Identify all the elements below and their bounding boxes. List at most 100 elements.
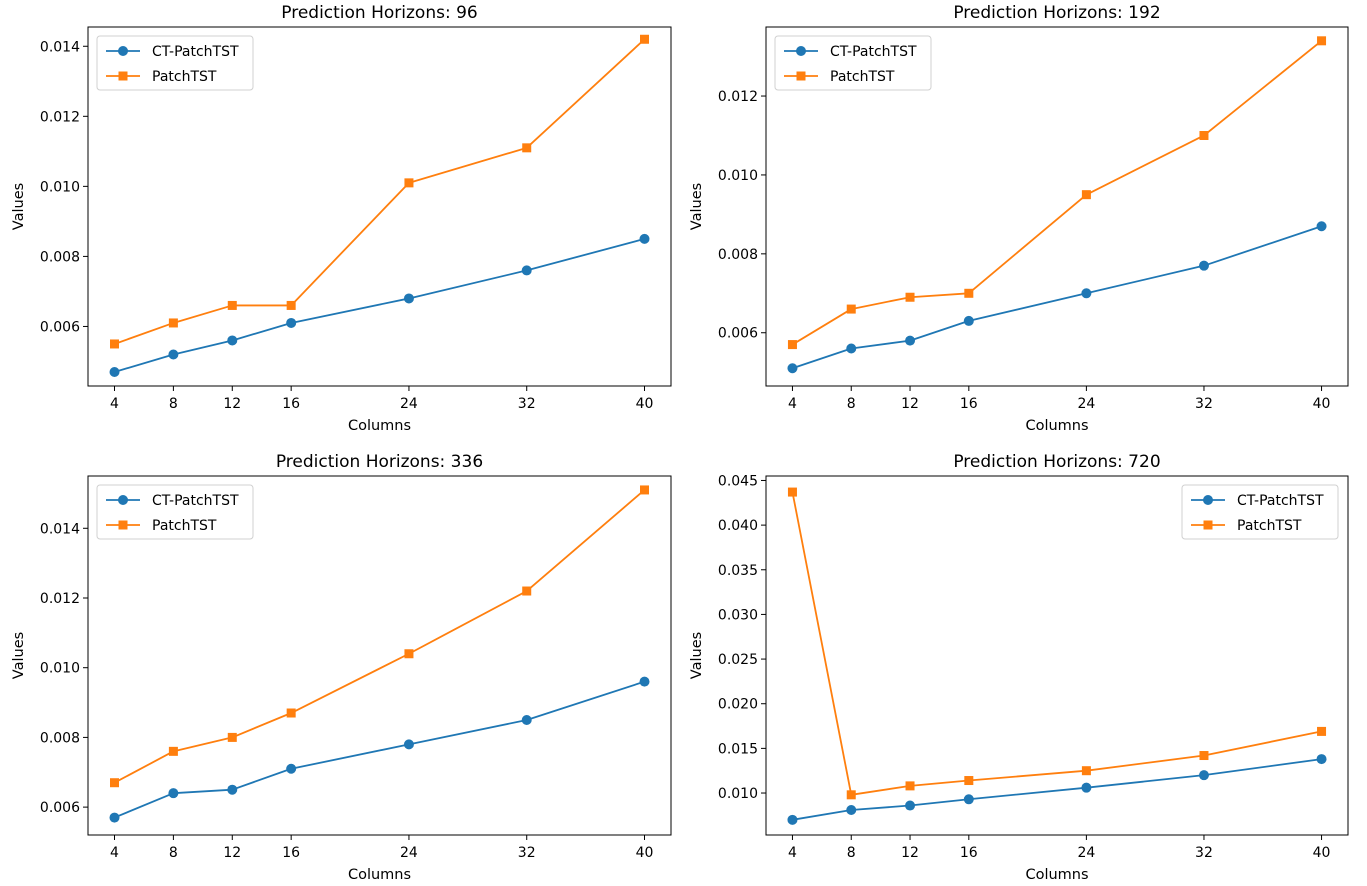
series-line-ct-patchtst xyxy=(114,680,645,819)
y-tick-label: 0.045 xyxy=(718,473,758,489)
legend-marker-circle xyxy=(118,46,128,56)
data-point-ct-patchtst xyxy=(109,366,120,377)
data-point-patchtst xyxy=(168,318,178,328)
x-tick-label: 16 xyxy=(960,396,978,412)
x-axis-label: Columns xyxy=(1025,418,1088,434)
data-point-ct-patchtst xyxy=(168,788,179,799)
chart-title: Prediction Horizons: 720 xyxy=(953,452,1160,472)
x-tick-label: 4 xyxy=(788,845,797,861)
data-point-ct-patchtst xyxy=(109,812,120,823)
data-point-ct-patchtst xyxy=(1198,260,1209,271)
legend-marker-square xyxy=(118,71,128,81)
series-line-ct-patchtst xyxy=(792,758,1322,821)
x-tick-label: 16 xyxy=(282,845,300,861)
legend-label: PatchTST xyxy=(1237,518,1302,534)
legend-label: CT-PatchTST xyxy=(152,44,239,60)
x-tick-label: 12 xyxy=(223,845,241,861)
y-tick-label: 0.006 xyxy=(718,326,758,342)
data-point-patchtst xyxy=(168,746,178,756)
y-tick-label: 0.008 xyxy=(40,249,80,265)
x-tick-label: 24 xyxy=(400,845,418,861)
x-tick-label: 24 xyxy=(400,396,418,412)
x-tick-label: 40 xyxy=(1313,845,1331,861)
data-point-patchtst xyxy=(522,586,532,596)
data-point-ct-patchtst xyxy=(1198,770,1209,781)
x-tick-label: 4 xyxy=(788,396,797,412)
data-point-patchtst xyxy=(404,178,414,188)
y-axis-label: Values xyxy=(11,632,27,679)
data-point-ct-patchtst xyxy=(521,714,532,725)
y-tick-label: 0.010 xyxy=(40,179,80,195)
legend-label: CT-PatchTST xyxy=(1237,493,1324,509)
y-tick-label: 0.010 xyxy=(40,661,80,677)
data-point-patchtst xyxy=(640,485,649,495)
data-point-patchtst xyxy=(1317,36,1327,46)
data-point-ct-patchtst xyxy=(286,317,297,328)
y-tick-label: 0.014 xyxy=(40,39,80,55)
data-point-ct-patchtst xyxy=(168,349,179,360)
chart-title: Prediction Horizons: 336 xyxy=(276,452,483,472)
plot-area-frame xyxy=(87,26,672,387)
legend: CT-PatchTST PatchTST xyxy=(1181,484,1339,540)
x-axis-label: Columns xyxy=(348,867,411,883)
data-point-ct-patchtst xyxy=(905,800,916,811)
data-point-patchtst xyxy=(227,732,237,742)
legend: CT-PatchTST PatchTST xyxy=(96,484,254,540)
y-tick-label: 0.012 xyxy=(718,89,758,105)
legend-marker-circle xyxy=(118,495,128,505)
chart-title: Prediction Horizons: 96 xyxy=(281,3,477,23)
legend: CT-PatchTST PatchTST xyxy=(774,35,932,91)
x-tick-label: 32 xyxy=(518,845,536,861)
x-tick-label: 8 xyxy=(847,845,856,861)
data-point-patchtst xyxy=(846,790,856,800)
y-tick-label: 0.030 xyxy=(718,607,758,623)
x-tick-label: 32 xyxy=(518,396,536,412)
y-tick-label: 0.014 xyxy=(40,521,80,537)
data-point-patchtst xyxy=(964,776,974,786)
data-point-patchtst xyxy=(964,288,974,298)
chart-panel-1: Prediction Horizons: 96 4 8 12 16 24 32 40 0.006… xyxy=(11,3,672,434)
legend-marker-square xyxy=(1203,520,1213,530)
x-tick-label: 40 xyxy=(636,845,654,861)
x-tick-label: 12 xyxy=(901,845,919,861)
data-point-patchtst xyxy=(1081,766,1091,776)
y-tick-label: 0.015 xyxy=(718,741,758,757)
x-tick-label: 32 xyxy=(1195,845,1213,861)
x-tick-label: 12 xyxy=(223,396,241,412)
data-point-patchtst xyxy=(787,340,797,350)
legend-label: PatchTST xyxy=(830,69,895,85)
legend-marker-circle xyxy=(796,46,806,56)
x-tick-label: 32 xyxy=(1195,396,1213,412)
y-tick-label: 0.012 xyxy=(40,591,80,607)
x-tick-label: 40 xyxy=(1313,396,1331,412)
y-tick-label: 0.020 xyxy=(718,697,758,713)
data-point-ct-patchtst xyxy=(227,784,238,795)
data-point-ct-patchtst xyxy=(1316,221,1327,232)
x-tick-label: 12 xyxy=(901,396,919,412)
data-point-ct-patchtst xyxy=(963,315,974,326)
data-point-patchtst xyxy=(522,143,532,153)
data-point-ct-patchtst xyxy=(286,763,297,774)
y-tick-label: 0.010 xyxy=(718,786,758,802)
legend-marker-square xyxy=(118,520,128,530)
data-point-ct-patchtst xyxy=(963,794,974,805)
x-tick-label: 16 xyxy=(960,845,978,861)
data-point-ct-patchtst xyxy=(403,293,414,304)
y-tick-label: 0.006 xyxy=(40,319,80,335)
data-point-patchtst xyxy=(227,300,237,310)
x-axis-label: Columns xyxy=(1025,867,1088,883)
data-point-ct-patchtst xyxy=(846,804,857,815)
data-point-patchtst xyxy=(905,781,915,791)
x-tick-label: 16 xyxy=(282,396,300,412)
legend-label: PatchTST xyxy=(152,69,217,85)
plot-area-frame xyxy=(765,475,1349,836)
y-tick-label: 0.035 xyxy=(718,563,758,579)
plot-area-frame xyxy=(765,26,1349,387)
y-axis-label: Values xyxy=(689,183,705,230)
legend-label: CT-PatchTST xyxy=(830,44,917,60)
chart-title: Prediction Horizons: 192 xyxy=(953,3,1160,23)
y-tick-label: 0.006 xyxy=(40,800,80,816)
data-point-ct-patchtst xyxy=(639,676,650,687)
y-tick-label: 0.040 xyxy=(718,518,758,534)
chart-panel-2: Prediction Horizons: 192 4 8 12 16 24 32 40 0.00… xyxy=(689,3,1349,434)
